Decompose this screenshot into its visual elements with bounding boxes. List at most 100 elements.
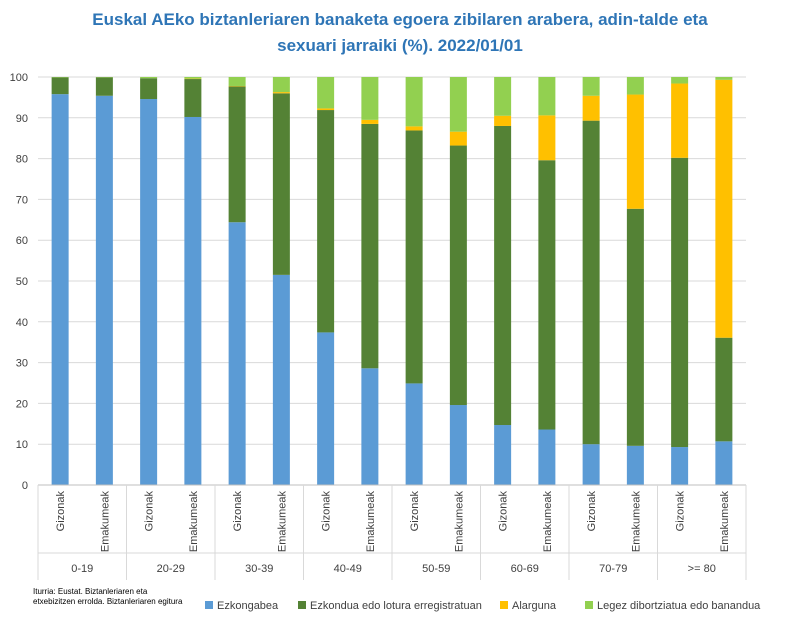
bar-segment	[228, 77, 246, 86]
legend-swatch	[205, 601, 213, 609]
bar-segment	[582, 444, 600, 485]
bar-segment	[228, 86, 246, 223]
group-label: >= 80	[688, 563, 716, 575]
bar-segment	[140, 77, 158, 79]
bar-segment	[538, 160, 556, 430]
bar-segment	[405, 383, 423, 485]
bar-segment	[582, 95, 600, 121]
legend-label: Ezkondua edo lotura erregistratuan	[310, 600, 482, 612]
bar-segment	[715, 337, 733, 442]
bar-segment	[715, 77, 733, 80]
legend-swatch	[585, 601, 593, 609]
bar-segment	[317, 77, 335, 109]
y-tick-label: 60	[16, 235, 28, 247]
bar-segment	[405, 77, 423, 127]
bar-segment	[272, 92, 290, 94]
bar-segment	[140, 78, 158, 100]
bar-segment	[317, 108, 335, 111]
bar-segment	[405, 126, 423, 131]
bar-segment	[184, 79, 202, 117]
group-label: 30-39	[245, 563, 273, 575]
bar-segment	[538, 115, 556, 161]
x-tick-label: Gizonak	[232, 491, 244, 532]
bar-segment	[671, 83, 689, 158]
bar-segment	[361, 119, 379, 124]
bar-segment	[405, 130, 423, 384]
x-tick-label: Gizonak	[586, 491, 598, 532]
bar-segment	[494, 115, 512, 126]
y-tick-label: 20	[16, 398, 28, 410]
y-tick-label: 30	[16, 358, 28, 370]
bar-segment	[361, 368, 379, 485]
legend-swatch	[500, 601, 508, 609]
y-tick-label: 70	[16, 194, 28, 206]
bar-segment	[317, 110, 335, 333]
bar-segment	[51, 94, 69, 486]
bar-segment	[494, 77, 512, 116]
bar-segment	[228, 222, 246, 486]
chart-title-line-1: Euskal AEko biztanleriaren banaketa egoe…	[92, 10, 708, 29]
legend-swatch	[298, 601, 306, 609]
group-label: 20-29	[157, 563, 185, 575]
source-note: Iturria: Eustat. Biztanleriaren eta etxe…	[33, 587, 183, 606]
bar-segment	[272, 93, 290, 275]
bar-segment	[494, 425, 512, 485]
bar-segment	[361, 77, 379, 120]
bar-segment	[538, 77, 556, 116]
bar-segment	[626, 445, 644, 485]
y-tick-label: 100	[10, 72, 28, 84]
x-tick-label: Emakumeak	[453, 491, 465, 553]
bar-segment	[538, 429, 556, 485]
x-tick-label: Emakumeak	[276, 491, 288, 553]
x-tick-label: Gizonak	[55, 491, 67, 532]
x-tick-label: Gizonak	[409, 491, 421, 532]
bar-segment	[95, 95, 113, 485]
group-label: 0-19	[71, 563, 93, 575]
bar-segment	[626, 77, 644, 95]
bar-segment	[272, 77, 290, 93]
y-tick-label: 80	[16, 154, 28, 166]
bar-segment	[626, 94, 644, 209]
x-tick-label: Emakumeak	[542, 491, 554, 553]
x-tick-label: Emakumeak	[365, 491, 377, 553]
bar-segment	[361, 123, 379, 369]
bar-segment	[184, 116, 202, 485]
chart-title-line-2: sexuari jarraiki (%). 2022/01/01	[277, 36, 523, 55]
x-tick-label: Gizonak	[321, 491, 333, 532]
bar-segment	[317, 332, 335, 485]
x-tick-label: Emakumeak	[630, 491, 642, 553]
bar-segment	[582, 77, 600, 96]
bar-segment	[582, 120, 600, 445]
group-label: 70-79	[599, 563, 627, 575]
x-tick-label: Emakumeak	[719, 491, 731, 553]
bar-segment	[449, 145, 467, 406]
bar-segment	[715, 79, 733, 338]
group-label: 40-49	[334, 563, 362, 575]
x-tick-label: Gizonak	[144, 491, 156, 532]
legend-label: Alarguna	[512, 600, 557, 612]
bar-segment	[449, 405, 467, 485]
x-tick-label: Gizonak	[498, 491, 510, 532]
legend-label: Legez dibortziatua edo banandua	[597, 600, 761, 612]
bar-segment	[494, 125, 512, 426]
x-tick-label: Emakumeak	[99, 491, 111, 553]
y-tick-label: 90	[16, 113, 28, 125]
x-tick-label: Gizonak	[675, 491, 687, 532]
bar-segment	[715, 441, 733, 485]
group-label: 60-69	[511, 563, 539, 575]
bar-segment	[671, 447, 689, 485]
bar-segment	[449, 77, 467, 132]
y-tick-label: 10	[16, 439, 28, 451]
bar-segment	[626, 208, 644, 446]
y-tick-label: 50	[16, 276, 28, 288]
bar-segment	[140, 99, 158, 486]
legend-label: Ezkongabea	[217, 600, 279, 612]
bar-segment	[95, 77, 113, 96]
y-tick-label: 0	[22, 480, 28, 492]
y-tick-label: 40	[16, 317, 28, 329]
x-tick-label: Emakumeak	[188, 491, 200, 553]
bar-segment	[51, 77, 69, 95]
bar-segment	[671, 77, 689, 84]
group-label: 50-59	[422, 563, 450, 575]
